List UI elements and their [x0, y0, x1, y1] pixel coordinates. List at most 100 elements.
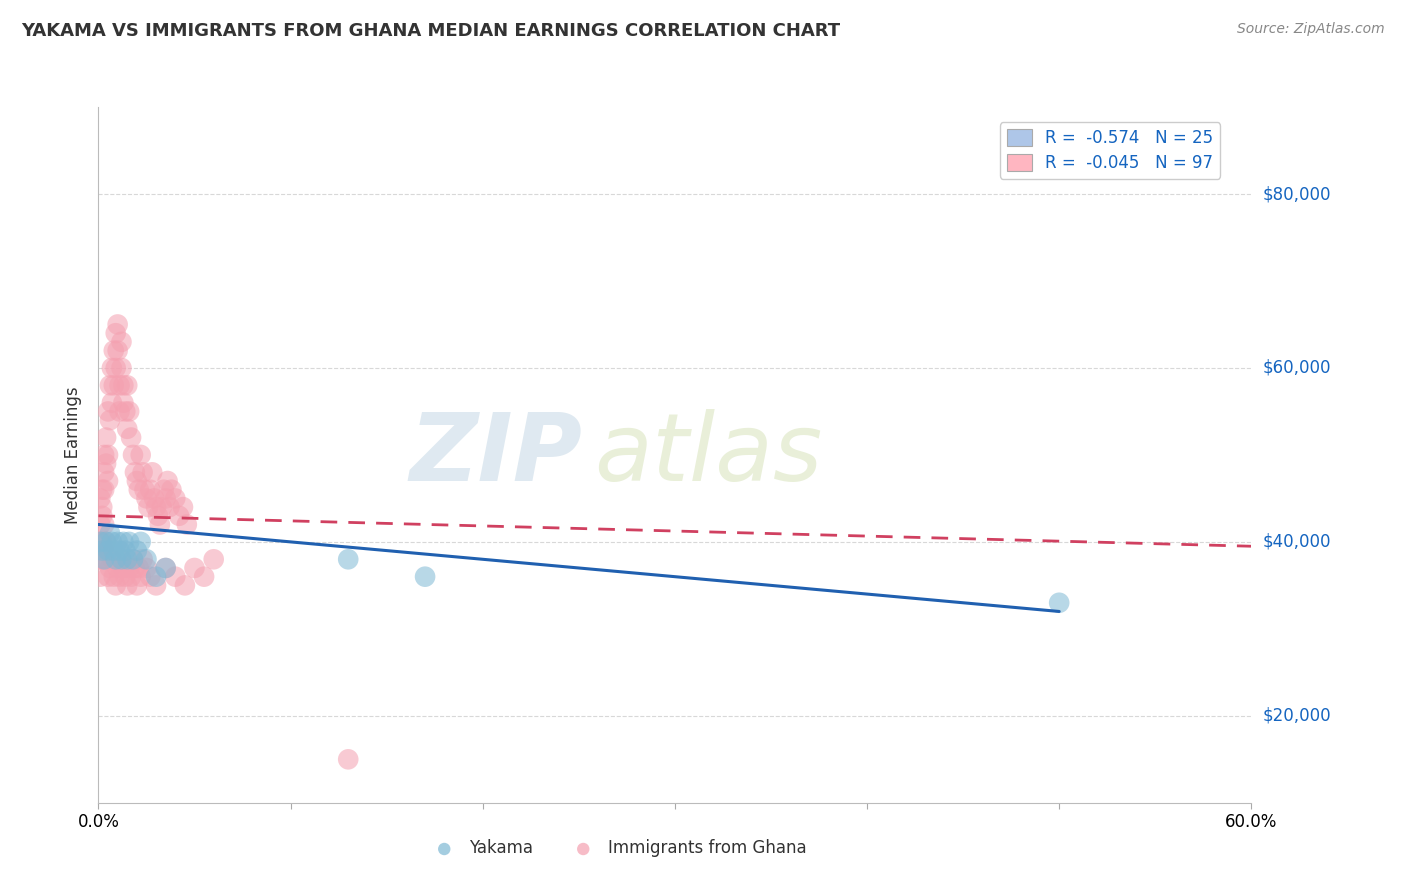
- Point: [118, 404, 141, 418]
- Point: [112, 561, 135, 575]
- Point: [176, 517, 198, 532]
- Point: [104, 578, 127, 592]
- Y-axis label: Median Earnings: Median Earnings: [65, 386, 83, 524]
- Point: [93, 483, 115, 497]
- Point: [155, 561, 177, 575]
- Point: [129, 534, 152, 549]
- Point: [89, 534, 111, 549]
- Point: [117, 578, 138, 592]
- Point: [94, 431, 117, 445]
- Point: [129, 448, 152, 462]
- Point: [131, 552, 153, 566]
- Point: [94, 457, 117, 471]
- Point: [135, 561, 157, 575]
- Point: [101, 396, 124, 410]
- Point: [91, 552, 114, 566]
- Text: $20,000: $20,000: [1263, 706, 1331, 725]
- Point: [97, 543, 120, 558]
- Point: [107, 561, 129, 575]
- Point: [118, 561, 141, 575]
- Point: [337, 552, 360, 566]
- Point: [122, 448, 145, 462]
- Text: Source: ZipAtlas.com: Source: ZipAtlas.com: [1237, 22, 1385, 37]
- Point: [139, 483, 162, 497]
- Point: [125, 578, 148, 592]
- Point: [155, 491, 177, 506]
- Point: [91, 543, 114, 558]
- Point: [98, 378, 121, 392]
- Point: [101, 361, 124, 376]
- Text: $60,000: $60,000: [1263, 359, 1331, 377]
- Point: [155, 561, 177, 575]
- Point: [160, 483, 183, 497]
- Point: [94, 534, 117, 549]
- Point: [101, 552, 124, 566]
- Point: [117, 378, 138, 392]
- Point: [152, 483, 174, 497]
- Point: [98, 526, 121, 541]
- Point: [120, 570, 142, 584]
- Point: [141, 466, 163, 480]
- Point: [112, 378, 135, 392]
- Point: [167, 508, 190, 523]
- Text: $80,000: $80,000: [1263, 185, 1331, 203]
- Point: [149, 517, 172, 532]
- Point: [91, 508, 114, 523]
- Point: [165, 570, 187, 584]
- Point: [183, 561, 205, 575]
- Point: [156, 474, 179, 488]
- Point: [124, 561, 146, 575]
- Legend: Yakama, Immigrants from Ghana: Yakama, Immigrants from Ghana: [420, 833, 814, 864]
- Point: [172, 500, 194, 514]
- Point: [104, 326, 127, 341]
- Point: [97, 570, 120, 584]
- Point: [117, 422, 138, 436]
- Point: [128, 483, 150, 497]
- Point: [145, 570, 167, 584]
- Point: [139, 570, 162, 584]
- Point: [98, 561, 121, 575]
- Point: [91, 483, 114, 497]
- Point: [104, 552, 127, 566]
- Point: [131, 466, 153, 480]
- Point: [159, 500, 181, 514]
- Text: $40,000: $40,000: [1263, 533, 1331, 551]
- Point: [108, 378, 131, 392]
- Point: [112, 396, 135, 410]
- Point: [413, 570, 436, 584]
- Text: ZIP: ZIP: [409, 409, 582, 501]
- Point: [1047, 596, 1070, 610]
- Point: [143, 491, 166, 506]
- Point: [193, 570, 215, 584]
- Point: [110, 552, 132, 566]
- Point: [145, 578, 167, 592]
- Point: [110, 361, 132, 376]
- Point: [103, 343, 125, 358]
- Point: [107, 318, 129, 332]
- Point: [93, 552, 115, 566]
- Point: [101, 534, 124, 549]
- Point: [97, 474, 120, 488]
- Point: [122, 552, 145, 566]
- Point: [117, 552, 138, 566]
- Point: [122, 552, 145, 566]
- Point: [103, 570, 125, 584]
- Text: YAKAMA VS IMMIGRANTS FROM GHANA MEDIAN EARNINGS CORRELATION CHART: YAKAMA VS IMMIGRANTS FROM GHANA MEDIAN E…: [21, 22, 841, 40]
- Point: [103, 378, 125, 392]
- Point: [93, 543, 115, 558]
- Point: [89, 517, 111, 532]
- Point: [145, 500, 167, 514]
- Point: [337, 752, 360, 766]
- Point: [114, 404, 136, 418]
- Point: [89, 491, 111, 506]
- Point: [103, 543, 125, 558]
- Point: [114, 570, 136, 584]
- Point: [202, 552, 225, 566]
- Point: [89, 570, 111, 584]
- Point: [135, 552, 157, 566]
- Point: [129, 570, 152, 584]
- Point: [98, 413, 121, 427]
- Point: [94, 552, 117, 566]
- Point: [110, 552, 132, 566]
- Point: [94, 534, 117, 549]
